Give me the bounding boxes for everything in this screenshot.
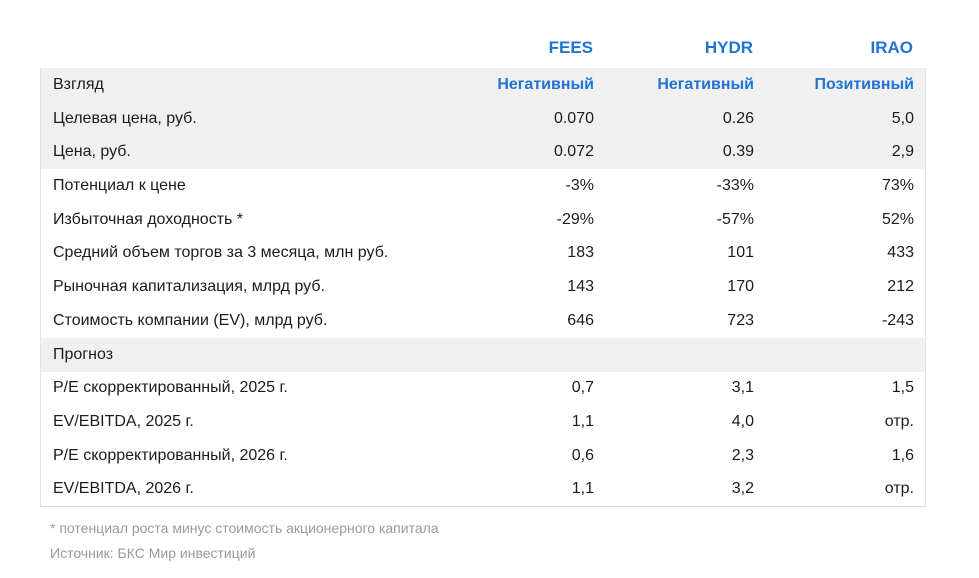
table-row: Целевая цена, руб. 0.070 0.26 5,0: [41, 101, 925, 136]
cell-fees: 646: [567, 311, 594, 329]
table-body: Взгляд Негативный Негативный Позитивный Целе…: [40, 68, 926, 508]
cell-hydr: 3,2: [731, 480, 754, 498]
section-row: Прогноз: [41, 337, 925, 372]
cell-hydr: -57%: [716, 210, 754, 228]
row-label: Целевая цена, руб.: [53, 109, 197, 127]
cell-irao: 1,6: [891, 446, 914, 464]
cell-fees: 0,6: [571, 446, 594, 464]
cell-fees: 0.072: [553, 143, 594, 161]
cell-fees: -3%: [565, 176, 594, 194]
cell-hydr: 0.26: [722, 109, 754, 127]
cell-fees: 0.070: [553, 109, 594, 127]
row-label: P/E скорректированный, 2025 г.: [53, 379, 288, 397]
section-label: Прогноз: [53, 345, 114, 363]
cell-hydr: 2,3: [731, 446, 754, 464]
table-header-row: FEES HYDR IRAO: [40, 28, 926, 68]
cell-irao: 73%: [881, 176, 914, 194]
cell-irao: отр.: [884, 413, 914, 431]
table-row: Средний объем торгов за 3 месяца, млн ру…: [41, 236, 925, 270]
cell-irao: отр.: [884, 480, 914, 498]
table-row: Стоимость компании (EV), млрд руб. 646 723…: [41, 304, 925, 338]
table-row: Потенциал к цене -3% -33% 73%: [41, 169, 925, 203]
cell-fees: 1,1: [571, 413, 594, 431]
cell-fees: 143: [567, 277, 594, 295]
cell-hydr: 0.39: [722, 143, 754, 161]
table-row: EV/EBITDA, 2026 г. 1,1 3,2 отр.: [41, 473, 925, 507]
row-label: Цена, руб.: [53, 143, 131, 161]
table-row: EV/EBITDA, 2025 г. 1,1 4,0 отр.: [41, 405, 925, 439]
row-label: Средний объем торгов за 3 месяца, млн ру…: [53, 244, 389, 262]
cell-fees: 183: [567, 244, 594, 262]
table-row: Избыточная доходность * -29% -57% 52%: [41, 203, 925, 237]
cell-irao: 212: [887, 277, 914, 295]
cell-hydr: 101: [727, 244, 754, 262]
cell-irao: Позитивный: [814, 75, 914, 93]
column-header-hydr: HYDR: [704, 38, 753, 57]
cell-irao: -243: [881, 311, 914, 329]
cell-hydr: 3,1: [731, 379, 754, 397]
cell-irao: 5,0: [891, 109, 914, 127]
cell-hydr: 4,0: [731, 413, 754, 431]
row-label: EV/EBITDA, 2026 г.: [53, 480, 194, 498]
table-row: P/E скорректированный, 2025 г. 0,7 3,1 1,5: [41, 372, 925, 406]
cell-irao: 52%: [881, 210, 914, 228]
row-label: EV/EBITDA, 2025 г.: [53, 413, 194, 431]
cell-hydr: Негативный: [657, 75, 754, 93]
row-label: Взгляд: [53, 75, 104, 93]
table-row: Цена, руб. 0.072 0.39 2,9: [41, 135, 925, 170]
source-note: Источник: БКС Мир инвестиций: [50, 545, 256, 562]
cell-fees: -29%: [556, 210, 594, 228]
cell-hydr: 170: [727, 277, 754, 295]
row-label: Рыночная капитализация, млрд руб.: [53, 277, 325, 295]
column-header-fees: FEES: [548, 38, 593, 57]
row-label: Стоимость компании (EV), млрд руб.: [53, 311, 328, 329]
table-row: P/E скорректированный, 2026 г. 0,6 2,3 1,6: [41, 439, 925, 473]
cell-irao: 433: [887, 244, 914, 262]
column-header-irao: IRAO: [870, 38, 914, 57]
cell-irao: 1,5: [891, 379, 914, 397]
cell-fees: 0,7: [571, 379, 594, 397]
row-label: P/E скорректированный, 2026 г.: [53, 446, 288, 464]
footnote-asterisk: * потенциал роста минус стоимость акцион…: [50, 520, 439, 537]
table-row: Рыночная капитализация, млрд руб. 143 170 2…: [41, 270, 925, 304]
cell-hydr: -33%: [716, 176, 754, 194]
comparison-table: FEES HYDR IRAO Взгляд Негативный Негативны…: [40, 28, 926, 561]
cell-irao: 2,9: [891, 143, 914, 161]
cell-fees: Негативный: [497, 75, 594, 93]
row-label: Избыточная доходность *: [53, 210, 244, 228]
cell-fees: 1,1: [571, 480, 594, 498]
table-row: Взгляд Негативный Негативный Позитивный: [41, 68, 925, 102]
row-label: Потенциал к цене: [53, 176, 186, 194]
cell-hydr: 723: [727, 311, 754, 329]
